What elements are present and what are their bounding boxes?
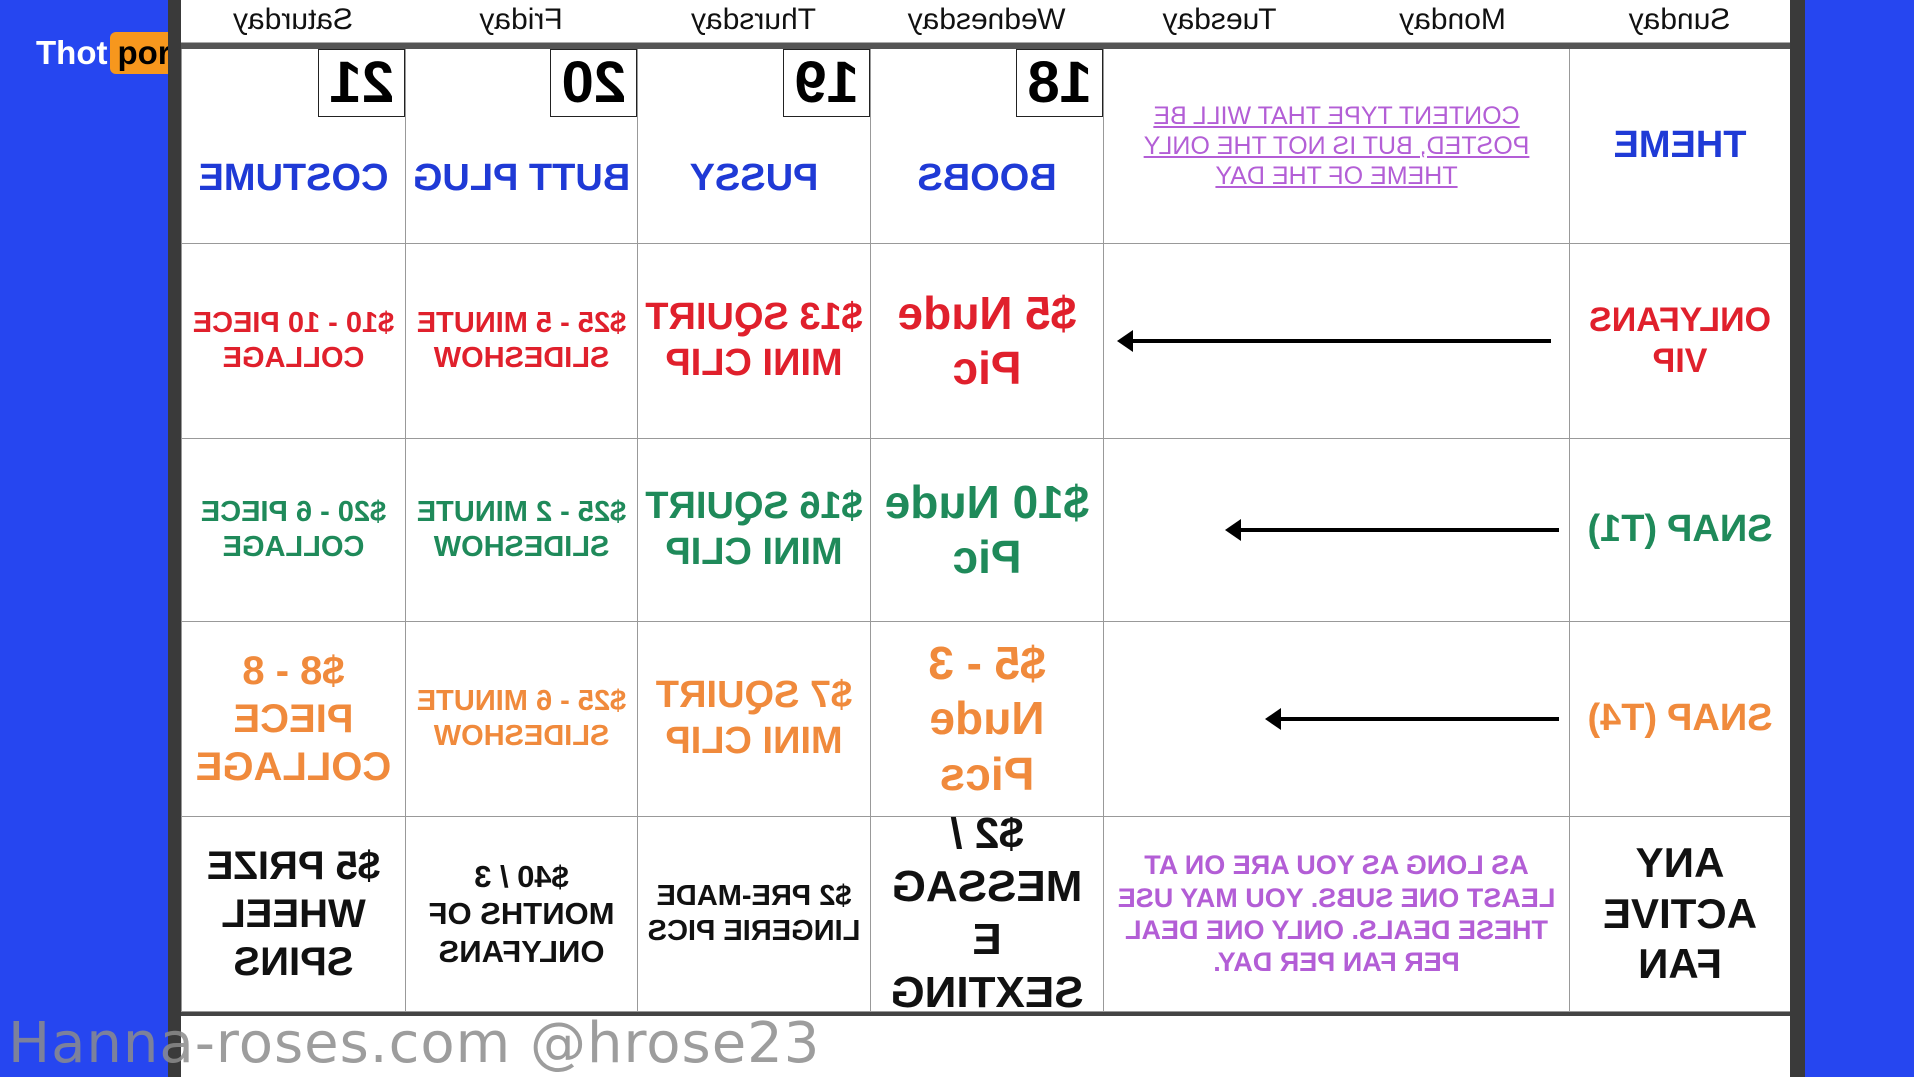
arrow-icon bbox=[1121, 339, 1552, 343]
theme-note: CONTENT TYPE THAT WILL BE POSTED, BUT IS… bbox=[1103, 49, 1569, 244]
cell: $40 / 3 MONTHS OF ONLYFANS bbox=[405, 817, 637, 1012]
watermark: Hanna-roses.com @hrose23 bbox=[8, 1011, 821, 1076]
cell-text: PUSSY bbox=[689, 157, 819, 200]
date-box: 21 bbox=[318, 49, 405, 117]
cell: 20 BUTT PLUG bbox=[405, 49, 637, 244]
cell: 21 COSTUME bbox=[181, 49, 405, 244]
cell: 19 PUSSY bbox=[637, 49, 870, 244]
deal-note: AS LONG AS YOU ARE ON AT LEAST ONE SUBS.… bbox=[1103, 817, 1569, 1012]
day-header: Saturday bbox=[181, 0, 405, 43]
cell: $25 - 6 MINUTE SLIDESHOW bbox=[405, 622, 637, 817]
day-header: Monday bbox=[1336, 0, 1569, 43]
logo-text: Thot bbox=[36, 34, 108, 71]
cell-text: BUTT PLUG bbox=[412, 157, 631, 200]
day-header: Thursday bbox=[637, 0, 870, 43]
date-box: 19 bbox=[783, 49, 870, 117]
cell: $10 - 10 PIECE COLLAGE bbox=[181, 244, 405, 439]
arrow-icon bbox=[1269, 717, 1559, 721]
cell: $13 SQUIRT MINI CLIP bbox=[637, 244, 870, 439]
day-header: Wednesday bbox=[870, 0, 1103, 43]
day-header: Sunday bbox=[1569, 0, 1790, 43]
cell: $10 Nude Pic bbox=[870, 439, 1103, 622]
arrow-cell bbox=[1103, 622, 1569, 817]
cell: $20 - 6 PIECE COLLAGE bbox=[181, 439, 405, 622]
cell-text: BOOBS bbox=[917, 157, 1057, 200]
cell: $7 SQUIRT MINI CLIP bbox=[637, 622, 870, 817]
cell: $2 PRE-MADE LINGERIE PICS bbox=[637, 817, 870, 1012]
cell-text: COSTUME bbox=[198, 157, 389, 200]
date-box: 20 bbox=[550, 49, 637, 117]
cell: 18 BOOBS bbox=[870, 49, 1103, 244]
row-label: THEME bbox=[1569, 49, 1790, 244]
cell: $2 / MESSAGE SEXTING bbox=[870, 817, 1103, 1012]
day-header: Tuesday bbox=[1103, 0, 1336, 43]
cell: $5 - 3 Nude Pics bbox=[870, 622, 1103, 817]
row-label: ANY ACTIVE FAN bbox=[1569, 817, 1790, 1012]
arrow-cell bbox=[1103, 439, 1569, 622]
day-header: Friday bbox=[405, 0, 637, 43]
row-label: ONLYFANS VIP bbox=[1569, 244, 1790, 439]
arrow-icon bbox=[1229, 528, 1559, 532]
schedule-sheet: Sunday Monday Tuesday Wednesday Thursday… bbox=[181, 0, 1790, 1077]
cell: $5 Nude Pic bbox=[870, 244, 1103, 439]
cell: $25 - 2 MINUTE SLIDESHOW bbox=[405, 439, 637, 622]
cell: $25 - 5 MINUTE SLIDESHOW bbox=[405, 244, 637, 439]
cell: $5 PRIZE WHEEL SPINS bbox=[181, 817, 405, 1012]
cell: $8 - 8 PIECE COLLAGE bbox=[181, 622, 405, 817]
date-box: 18 bbox=[1016, 49, 1103, 117]
row-label: SNAP (T4) bbox=[1569, 622, 1790, 817]
row-label: SNAP (T1) bbox=[1569, 439, 1790, 622]
arrow-cell bbox=[1103, 244, 1569, 439]
cell: $16 SQUIRT MINI CLIP bbox=[637, 439, 870, 622]
